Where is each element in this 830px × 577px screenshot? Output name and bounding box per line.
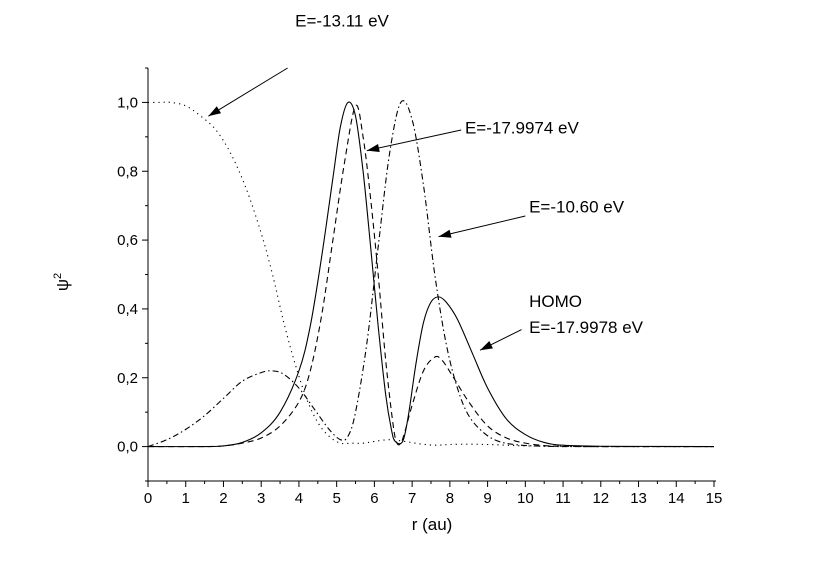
y-tick-label: 0,0 (117, 439, 138, 456)
x-tick-label: 10 (517, 490, 534, 507)
annotation-label: E=-13.11 eV (295, 12, 389, 31)
annotation-arrow-head (480, 341, 493, 351)
series-line-1 (147, 104, 715, 448)
y-axis-label: ψ2 (52, 273, 72, 291)
y-ticks: 0,0 0,2 0,4 0,6 0,8 1,0 (117, 67, 148, 482)
annotation-arrow-head (208, 106, 222, 117)
x-tick-label: 11 (555, 490, 571, 507)
series-line-3 (147, 101, 715, 448)
y-axis-label-superscript: 2 (52, 273, 64, 279)
x-tick-label: 5 (332, 490, 340, 507)
series-line-0 (148, 101, 715, 448)
x-tick-label: 3 (257, 490, 265, 507)
x-tick-label: 15 (706, 490, 723, 507)
annotation-label: HOMO (529, 292, 582, 311)
annotation-arrow-head (438, 229, 452, 238)
x-tick-label: 6 (370, 490, 378, 507)
series-line-2 (147, 100, 715, 448)
annotation-layer: E=-13.11 eV E=-17.9974 eV E=-10.60 eV HOMO E… (208, 12, 644, 351)
y-tick-label: 0,4 (117, 301, 138, 318)
series-layer (147, 100, 715, 448)
y-tick-label: 0,8 (117, 163, 138, 180)
y-tick-label: 1,0 (117, 94, 138, 111)
x-tick-label: 14 (668, 490, 685, 507)
x-tick-label: 7 (408, 490, 416, 507)
x-tick-label: 4 (295, 490, 303, 507)
y-tick-label: 0,6 (117, 232, 138, 249)
x-tick-label: 12 (592, 490, 609, 507)
x-tick-label: 2 (219, 490, 227, 507)
annotation-arrow-shaft (438, 215, 526, 238)
annotation-arrow-head (366, 143, 380, 152)
annotation-arrow-shaft (208, 67, 288, 117)
x-tick-label: 1 (182, 490, 190, 507)
annotation-label: E=-17.9978 eV (529, 318, 644, 337)
y-axis-label-base: ψ (53, 279, 72, 291)
x-axis-label: r (au) (412, 515, 453, 534)
annotation-label: E=-10.60 eV (529, 198, 625, 217)
x-ticks: 0 1 2 3 4 5 6 7 8 9 10 11 12 13 14 15 (144, 481, 723, 507)
x-tick-label: 0 (144, 490, 152, 507)
annotation-label: E=-17.9974 eV (465, 118, 580, 137)
x-tick-label: 9 (483, 490, 491, 507)
plot-area: 0 1 2 3 4 5 6 7 8 9 10 11 12 13 14 15 0,00,20,40,60,81,… (117, 12, 722, 507)
y-tick-label: 0,2 (117, 370, 138, 387)
x-tick-label: 13 (630, 490, 647, 507)
annotation-arrow-shaft (366, 129, 462, 152)
x-tick-label: 8 (446, 490, 454, 507)
